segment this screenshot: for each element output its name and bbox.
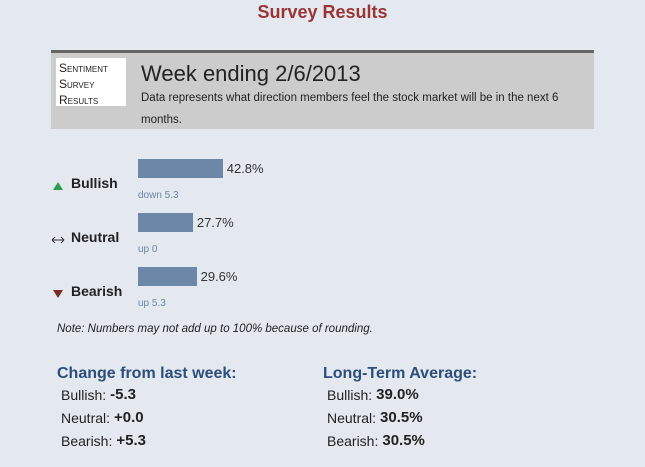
- header-label: Sentiment Survey Results: [56, 58, 126, 107]
- change-label: up 5.3: [138, 298, 166, 309]
- sentiment-name: Neutral: [71, 229, 120, 245]
- section-title: Change from last week:: [57, 365, 237, 382]
- row-value: +0.0: [114, 409, 144, 426]
- row-label: Bullish:: [327, 387, 373, 403]
- title: Survey Results: [257, 2, 388, 22]
- row-value: 30.5%: [382, 432, 425, 449]
- header: Sentiment Survey Results Week ending 2/6…: [51, 50, 594, 129]
- sentiment-name: Bearish: [71, 283, 123, 299]
- bar: [138, 213, 193, 232]
- icon: [52, 178, 64, 196]
- row-value: +5.3: [116, 432, 146, 449]
- icon: [52, 286, 64, 304]
- value-label: 42.8%: [226, 161, 264, 176]
- change-label: up 0: [138, 244, 158, 255]
- value-label: 27.7%: [196, 215, 234, 230]
- heading: Week ending 2/6/2013: [141, 61, 361, 86]
- row-value: -5.3: [110, 386, 136, 403]
- sentiment-name: Bullish: [71, 175, 118, 191]
- value-label: 29.6%: [200, 269, 238, 284]
- bar: [138, 159, 223, 178]
- icon: [51, 232, 65, 250]
- change-label: down 5.3: [138, 190, 179, 201]
- note: Note: Numbers may not add up to 100% bec…: [57, 323, 373, 335]
- row-value: 39.0%: [376, 386, 419, 403]
- section-title: Long-Term Average:: [323, 365, 478, 382]
- row-value: 30.5%: [380, 409, 423, 426]
- row-label: Bearish:: [327, 433, 379, 449]
- bar: [138, 267, 197, 286]
- row-label: Bullish:: [61, 387, 107, 403]
- row-label: Neutral:: [61, 410, 111, 426]
- row-label: Neutral:: [327, 410, 377, 426]
- description: Data represents what direction members f…: [141, 92, 559, 126]
- row-label: Bearish:: [61, 433, 113, 449]
